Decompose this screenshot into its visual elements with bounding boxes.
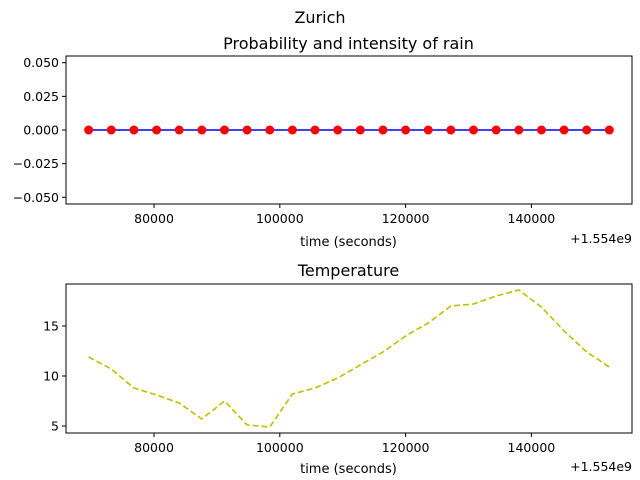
- temperature-x-offset-label: +1.554e9: [570, 459, 632, 474]
- rain-data-point: [514, 125, 524, 135]
- rain-data-point: [378, 125, 388, 135]
- x-tick-label: 100000: [256, 440, 304, 455]
- rain-data-point: [174, 125, 184, 135]
- rain-y-ticks: −0.050 −0.025 0.000 0.025 0.050: [13, 55, 66, 205]
- rain-data-point: [152, 125, 162, 135]
- rain-data-point: [265, 125, 275, 135]
- y-tick-label: 10: [43, 369, 59, 384]
- rain-data-point: [401, 125, 411, 135]
- rain-data-point: [559, 125, 569, 135]
- temperature-series: [88, 289, 610, 428]
- rain-data-point: [491, 125, 501, 135]
- x-tick-label: 120000: [382, 211, 430, 226]
- rain-x-axis-label: time (seconds): [300, 235, 397, 250]
- y-tick-label: 0.000: [23, 123, 59, 138]
- y-tick-label: 15: [43, 319, 59, 334]
- rain-data-point: [84, 125, 94, 135]
- x-tick-label: 140000: [508, 440, 556, 455]
- rain-data-point: [129, 125, 139, 135]
- rain-chart: Probability and intensity of rain 80000 1…: [13, 34, 633, 250]
- temperature-x-axis-label: time (seconds): [300, 462, 397, 477]
- rain-data-point: [446, 125, 456, 135]
- rain-data-point: [106, 125, 116, 135]
- rain-data-point: [287, 125, 297, 135]
- temperature-plot-frame: [65, 283, 633, 434]
- rain-data-point: [604, 125, 614, 135]
- y-tick-label: −0.050: [13, 190, 59, 205]
- rain-series: [84, 125, 614, 135]
- rain-chart-title: Probability and intensity of rain: [223, 34, 474, 53]
- temperature-chart-title: Temperature: [297, 261, 399, 280]
- y-tick-label: 5: [51, 419, 59, 434]
- rain-data-point: [197, 125, 207, 135]
- x-tick-label: 120000: [382, 440, 430, 455]
- rain-data-point: [582, 125, 592, 135]
- x-tick-label: 80000: [134, 211, 174, 226]
- x-tick-label: 140000: [508, 211, 556, 226]
- temperature-chart: Temperature 80000 100000 120000 140000 5 10 1…: [43, 261, 633, 477]
- y-tick-label: −0.025: [13, 156, 59, 171]
- rain-data-point: [310, 125, 320, 135]
- rain-x-ticks: 80000 100000 120000 140000: [134, 204, 555, 226]
- rain-data-point: [355, 125, 365, 135]
- temperature-series-line: [88, 289, 610, 428]
- rain-data-point: [333, 125, 343, 135]
- rain-data-point: [242, 125, 252, 135]
- rain-data-point: [423, 125, 433, 135]
- rain-data-point: [469, 125, 479, 135]
- temperature-x-ticks: 80000 100000 120000 140000: [134, 433, 555, 455]
- figure-suptitle: Zurich: [294, 8, 345, 27]
- x-tick-label: 80000: [134, 440, 174, 455]
- y-tick-label: 0.025: [23, 89, 59, 104]
- y-tick-label: 0.050: [23, 55, 59, 70]
- rain-data-point: [219, 125, 229, 135]
- temperature-y-ticks: 5 10 15: [43, 319, 66, 434]
- x-tick-label: 100000: [256, 211, 304, 226]
- rain-data-point: [536, 125, 546, 135]
- rain-x-offset-label: +1.554e9: [570, 231, 632, 246]
